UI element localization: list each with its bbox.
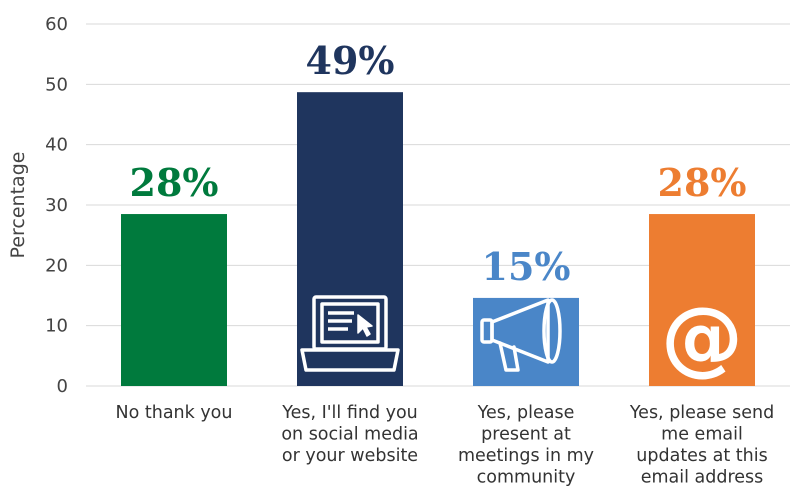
bar-1 bbox=[121, 214, 227, 386]
bar-icons: @ bbox=[300, 290, 743, 385]
y-tick-label-10: 10 bbox=[45, 316, 68, 337]
y-tick-label-20: 20 bbox=[45, 255, 68, 276]
y-tick-label-0: 0 bbox=[57, 376, 68, 397]
data-labels: 28% 49% 15% 28% bbox=[130, 38, 747, 289]
y-tick-label-30: 30 bbox=[45, 195, 68, 216]
y-tick-label-60: 60 bbox=[45, 14, 68, 35]
bars bbox=[121, 92, 755, 386]
data-label-3: 15% bbox=[482, 244, 571, 289]
data-label-2: 49% bbox=[306, 38, 395, 83]
y-axis-title: Percentage bbox=[7, 152, 29, 259]
at-sign-icon: @ bbox=[661, 290, 743, 385]
data-label-1: 28% bbox=[130, 160, 219, 205]
x-tick-label-1: No thank you bbox=[116, 403, 233, 423]
x-tick-label-3: Yes, please present at meetings in my commu… bbox=[458, 403, 594, 488]
y-tick-label-50: 50 bbox=[45, 74, 68, 95]
x-tick-label-4: Yes, please send me email updates at this e… bbox=[629, 403, 774, 488]
y-axis-ticks: 0 10 20 30 40 50 60 bbox=[45, 14, 68, 397]
laptop-icon bbox=[300, 295, 400, 372]
megaphone-icon bbox=[480, 298, 562, 372]
y-tick-label-40: 40 bbox=[45, 135, 68, 156]
x-tick-label-2: Yes, I'll find you on social media or your… bbox=[281, 403, 418, 466]
data-label-4: 28% bbox=[658, 160, 747, 205]
x-axis-labels: No thank you Yes, I'll find you on social … bbox=[116, 403, 775, 488]
bar-4 bbox=[649, 214, 755, 386]
